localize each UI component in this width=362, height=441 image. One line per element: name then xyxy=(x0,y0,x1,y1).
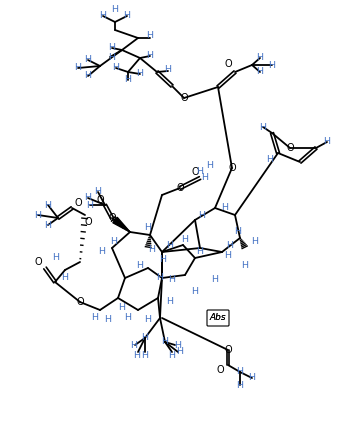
Text: H: H xyxy=(123,11,130,20)
Text: H: H xyxy=(147,31,153,41)
Text: H: H xyxy=(198,210,206,220)
Text: H: H xyxy=(52,254,59,262)
Text: H: H xyxy=(144,224,152,232)
Text: H: H xyxy=(197,168,203,176)
Text: H: H xyxy=(202,173,209,183)
Text: H: H xyxy=(235,228,241,236)
Text: O: O xyxy=(34,257,42,267)
Text: H: H xyxy=(257,67,264,76)
Text: H: H xyxy=(248,374,256,382)
Text: H: H xyxy=(241,261,248,269)
Text: H: H xyxy=(92,314,98,322)
Text: O: O xyxy=(176,183,184,193)
Text: H: H xyxy=(134,351,140,359)
Text: H: H xyxy=(236,367,244,377)
Text: O: O xyxy=(76,297,84,307)
Text: H: H xyxy=(177,348,184,356)
Text: H: H xyxy=(34,210,42,220)
Text: H: H xyxy=(144,315,152,325)
Text: O: O xyxy=(84,217,92,227)
Text: H: H xyxy=(142,351,148,359)
Text: H: H xyxy=(252,238,258,247)
Text: H: H xyxy=(136,70,143,78)
Text: H: H xyxy=(111,5,118,15)
Text: H: H xyxy=(167,298,173,306)
Text: H: H xyxy=(269,60,275,70)
Text: H: H xyxy=(75,64,81,72)
Text: H: H xyxy=(125,75,131,85)
Text: H: H xyxy=(222,203,228,213)
Text: H: H xyxy=(227,240,233,250)
Text: H: H xyxy=(136,261,143,269)
Text: H: H xyxy=(168,276,176,284)
Text: H: H xyxy=(45,220,51,229)
Text: H: H xyxy=(142,333,148,343)
Text: H: H xyxy=(191,288,198,296)
Text: O: O xyxy=(108,213,116,223)
Text: H: H xyxy=(156,273,164,283)
Text: H: H xyxy=(164,66,172,75)
Text: O: O xyxy=(216,365,224,375)
Text: H: H xyxy=(211,276,219,284)
Text: H: H xyxy=(206,161,214,169)
Text: O: O xyxy=(286,143,294,153)
Text: H: H xyxy=(125,314,131,322)
Text: H: H xyxy=(174,340,181,350)
Text: H: H xyxy=(109,44,115,52)
Text: O: O xyxy=(224,59,232,69)
Text: O: O xyxy=(191,167,199,177)
Text: H: H xyxy=(266,156,274,164)
Text: H: H xyxy=(161,337,168,347)
Text: H: H xyxy=(113,64,119,72)
Text: H: H xyxy=(148,246,156,254)
Text: H: H xyxy=(236,381,244,389)
Text: H: H xyxy=(168,351,176,359)
Text: H: H xyxy=(94,187,101,197)
Text: O: O xyxy=(180,93,188,103)
Text: H: H xyxy=(118,303,126,313)
Text: H: H xyxy=(257,53,264,63)
Text: H: H xyxy=(105,315,111,325)
Text: H: H xyxy=(100,11,106,20)
Text: H: H xyxy=(84,56,92,64)
Text: H: H xyxy=(84,71,92,81)
Text: Abs: Abs xyxy=(210,314,226,322)
FancyBboxPatch shape xyxy=(207,310,229,326)
Text: H: H xyxy=(147,51,153,60)
Text: H: H xyxy=(109,53,115,63)
Text: H: H xyxy=(167,240,173,250)
Text: O: O xyxy=(96,195,104,205)
Text: H: H xyxy=(87,201,93,209)
Text: H: H xyxy=(45,201,51,209)
Text: H: H xyxy=(197,247,203,257)
Text: O: O xyxy=(224,345,232,355)
Polygon shape xyxy=(113,217,130,232)
Text: H: H xyxy=(110,238,118,247)
Text: H: H xyxy=(224,250,232,259)
Text: H: H xyxy=(98,247,105,257)
Text: H: H xyxy=(84,194,92,202)
Text: H: H xyxy=(130,340,138,350)
Text: Abs: Abs xyxy=(210,314,226,322)
Text: H: H xyxy=(160,255,167,265)
Text: H: H xyxy=(181,235,189,244)
Text: O: O xyxy=(74,198,82,208)
Text: H: H xyxy=(324,138,331,146)
Text: H: H xyxy=(260,123,266,131)
Text: O: O xyxy=(228,163,236,173)
Text: H: H xyxy=(62,273,68,283)
